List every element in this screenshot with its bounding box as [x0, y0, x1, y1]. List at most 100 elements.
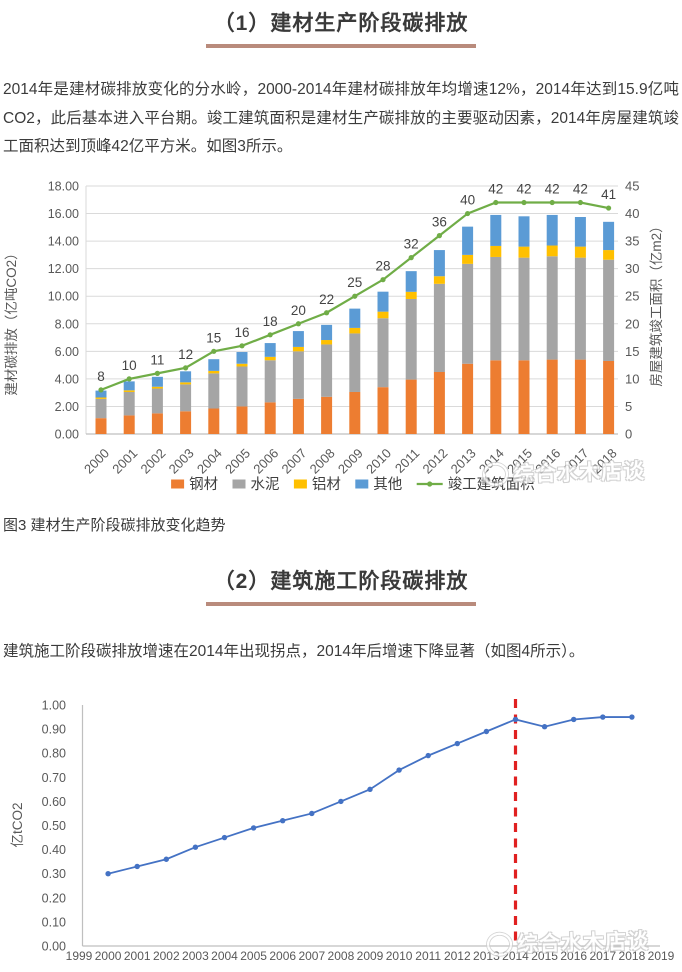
- svg-text:0.60: 0.60: [42, 795, 66, 809]
- svg-text:0.20: 0.20: [42, 891, 66, 905]
- svg-text:2003: 2003: [182, 949, 209, 963]
- svg-text:2018: 2018: [619, 949, 646, 963]
- svg-text:竣工建筑面积: 竣工建筑面积: [448, 476, 535, 493]
- svg-text:2009: 2009: [335, 445, 366, 476]
- svg-text:10: 10: [122, 357, 137, 372]
- svg-text:42: 42: [488, 181, 503, 196]
- svg-text:10: 10: [625, 371, 639, 386]
- svg-text:2011: 2011: [415, 949, 441, 963]
- svg-text:2007: 2007: [298, 949, 325, 963]
- svg-text:2017: 2017: [589, 949, 616, 963]
- svg-text:30: 30: [625, 261, 639, 276]
- svg-text:1.00: 1.00: [42, 699, 66, 713]
- svg-text:2001: 2001: [124, 949, 151, 963]
- svg-text:钢材: 钢材: [189, 476, 218, 493]
- svg-text:20: 20: [625, 316, 639, 331]
- svg-text:42: 42: [516, 181, 531, 196]
- svg-text:2002: 2002: [137, 445, 168, 476]
- svg-text:2000: 2000: [81, 445, 112, 476]
- svg-text:2011: 2011: [392, 445, 422, 475]
- svg-text:8: 8: [97, 368, 105, 383]
- svg-text:其他: 其他: [373, 476, 402, 493]
- svg-text:12.00: 12.00: [48, 262, 79, 276]
- svg-text:2014: 2014: [476, 445, 507, 476]
- svg-text:2016: 2016: [560, 949, 587, 963]
- svg-text:2012: 2012: [444, 949, 471, 963]
- svg-text:25: 25: [625, 288, 639, 303]
- svg-text:42: 42: [545, 181, 560, 196]
- svg-text:2017: 2017: [560, 445, 591, 476]
- svg-text:40: 40: [625, 206, 639, 221]
- svg-text:0.50: 0.50: [42, 819, 66, 833]
- svg-text:2019: 2019: [648, 949, 675, 963]
- svg-text:12: 12: [178, 346, 193, 361]
- svg-text:8.00: 8.00: [55, 317, 79, 331]
- svg-text:0.00: 0.00: [55, 427, 79, 441]
- svg-text:2016: 2016: [532, 445, 563, 476]
- svg-text:2012: 2012: [419, 445, 450, 476]
- svg-text:6.00: 6.00: [55, 344, 79, 358]
- svg-text:14.00: 14.00: [48, 234, 79, 248]
- figure4-line-chart: 0.00 0.10 0.20 0.30 0.40 0.50 0.60 0.70 0.80 0.90…: [10, 699, 675, 964]
- svg-text:2013: 2013: [448, 445, 479, 476]
- svg-text:0.30: 0.30: [42, 867, 66, 881]
- svg-text:2005: 2005: [222, 445, 253, 476]
- section1-title: （1）建材生产阶段碳排放: [205, 7, 477, 48]
- svg-text:11: 11: [150, 352, 164, 367]
- svg-text:18.00: 18.00: [48, 179, 79, 193]
- svg-text:10.00: 10.00: [48, 289, 79, 303]
- svg-text:2009: 2009: [357, 949, 384, 963]
- svg-text:15: 15: [206, 330, 221, 345]
- svg-text:0.10: 0.10: [42, 915, 66, 929]
- svg-text:36: 36: [432, 214, 447, 229]
- svg-text:18: 18: [263, 313, 278, 328]
- svg-text:35: 35: [625, 233, 639, 248]
- svg-text:2004: 2004: [211, 949, 238, 963]
- svg-text:2007: 2007: [278, 445, 309, 476]
- svg-text:2002: 2002: [153, 949, 180, 963]
- svg-text:水泥: 水泥: [251, 476, 280, 493]
- svg-text:0: 0: [625, 426, 632, 441]
- svg-text:2010: 2010: [386, 949, 413, 963]
- section2-title: （2）建筑施工阶段碳排放: [205, 565, 477, 606]
- section2-paragraph: 建筑施工阶段碳排放增速在2014年出现拐点，2014年后增速下降显著（如图4所示…: [3, 642, 585, 660]
- svg-text:20: 20: [291, 302, 306, 317]
- svg-text:2015: 2015: [504, 445, 535, 476]
- svg-text:15: 15: [625, 343, 639, 358]
- svg-text:房屋建筑竣工面积（亿m2）: 房屋建筑竣工面积（亿m2）: [649, 219, 664, 386]
- section1-paragraph: 2014年是建材碳排放变化的分水岭，2000-2014年建材碳排放年均增速12%…: [3, 81, 679, 155]
- svg-text:0.70: 0.70: [42, 771, 66, 785]
- svg-text:5: 5: [625, 398, 632, 413]
- svg-text:2010: 2010: [363, 445, 394, 476]
- section1-header: （1）建材生产阶段碳排放: [0, 0, 682, 48]
- svg-text:2004: 2004: [194, 445, 225, 476]
- svg-text:0.80: 0.80: [42, 747, 66, 761]
- figure3-caption: 图3 建材生产阶段碳排放变化趋势: [3, 516, 226, 534]
- svg-text:2006: 2006: [250, 445, 281, 476]
- svg-text:2015: 2015: [531, 949, 558, 963]
- svg-text:32: 32: [404, 236, 419, 251]
- svg-text:45: 45: [625, 178, 639, 193]
- svg-text:2008: 2008: [307, 445, 338, 476]
- svg-text:16.00: 16.00: [48, 207, 79, 221]
- svg-text:40: 40: [460, 192, 475, 207]
- figure3-stacked-bar-line-chart: 0.00 2.00 4.00 6.00 8.00 10.00 12.00 14.00 16.00…: [4, 178, 664, 493]
- svg-text:28: 28: [375, 258, 390, 273]
- svg-text:42: 42: [573, 181, 588, 196]
- svg-text:2014: 2014: [502, 949, 529, 963]
- svg-text:25: 25: [347, 275, 362, 290]
- svg-text:2006: 2006: [269, 949, 296, 963]
- svg-text:2005: 2005: [240, 949, 267, 963]
- svg-text:16: 16: [234, 324, 249, 339]
- svg-text:铝材: 铝材: [312, 476, 341, 493]
- svg-text:建材碳排放（亿吨CO2）: 建材碳排放（亿吨CO2）: [4, 246, 19, 395]
- svg-text:4.00: 4.00: [55, 372, 79, 386]
- svg-text:22: 22: [319, 291, 334, 306]
- svg-text:2003: 2003: [166, 445, 197, 476]
- svg-text:0.90: 0.90: [42, 723, 66, 737]
- svg-text:0.00: 0.00: [42, 940, 66, 954]
- svg-text:2000: 2000: [95, 949, 122, 963]
- svg-text:2008: 2008: [328, 949, 355, 963]
- svg-text:亿tCO2: 亿tCO2: [10, 802, 25, 847]
